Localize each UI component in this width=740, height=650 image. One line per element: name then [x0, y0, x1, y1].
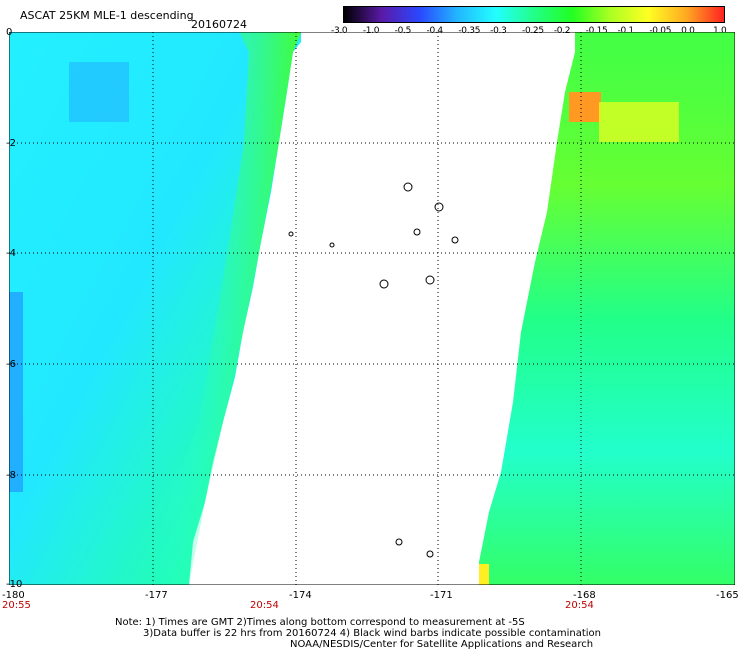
map-title: ASCAT 25KM MLE-1 descending: [20, 9, 194, 22]
left-blue-patch: [9, 292, 23, 492]
x-tick: -174: [289, 590, 312, 601]
left-swath: [9, 32, 301, 585]
colorbar-label: -0.35: [458, 26, 481, 36]
colorbar-label: -0.5: [394, 26, 412, 36]
time-label: 20:55: [2, 600, 31, 611]
left-blue-patch-2: [69, 62, 129, 122]
y-tick: 0: [6, 27, 13, 38]
colorbar-labels: -3.0 -1.0 -0.5 -0.4 -0.35 -0.3 -0.25 -0.2 -0.15-…: [0, 26, 740, 38]
x-tick: -180: [2, 590, 25, 601]
time-label: 20:54: [565, 600, 594, 611]
x-tick: -177: [145, 590, 168, 601]
y-tick: -6: [6, 359, 16, 370]
time-label: 20:54: [250, 600, 279, 611]
colorbar-label: -0.15: [585, 26, 608, 36]
colorbar: [343, 6, 725, 23]
footer-note-1: Note: 1) Times are GMT 2)Times along bot…: [115, 617, 525, 628]
left-swath-edge: [149, 32, 301, 585]
y-tick: -2: [6, 138, 16, 149]
y-tick: -10: [6, 579, 23, 590]
right-bottom-yellow: [479, 564, 489, 585]
colorbar-label: 0.0: [681, 26, 695, 36]
x-tick: -171: [430, 590, 453, 601]
footer-note-3: NOAA/NESDIS/Center for Satellite Applica…: [290, 639, 594, 650]
right-orange-patch: [569, 92, 601, 122]
map-plot: [9, 32, 735, 585]
colorbar-label: -0.4: [426, 26, 444, 36]
right-yellow-patch: [599, 102, 679, 142]
footer-note-2: 3)Data buffer is 22 hrs from 20160724 4)…: [143, 628, 601, 639]
x-tick: -168: [573, 590, 596, 601]
colorbar-label: -1.0: [362, 26, 380, 36]
colorbar-label: 1.0: [713, 26, 727, 36]
colorbar-label: -3.0: [331, 26, 348, 36]
right-swath-top: [575, 32, 735, 52]
grid-lines: [9, 32, 735, 585]
colorbar-label: -0.25: [522, 26, 544, 36]
right-swath: [479, 52, 735, 585]
colorbar-label: -0.1: [617, 26, 635, 36]
colorbar-label: -0.05: [649, 26, 672, 36]
y-tick: -8: [6, 470, 16, 481]
y-tick: -4: [6, 248, 16, 259]
colorbar-label: -0.2: [553, 26, 571, 36]
x-tick: -165: [716, 590, 739, 601]
islands: [288, 182, 459, 558]
map-date: 20160724: [191, 18, 247, 31]
colorbar-label: -0.3: [490, 26, 507, 36]
